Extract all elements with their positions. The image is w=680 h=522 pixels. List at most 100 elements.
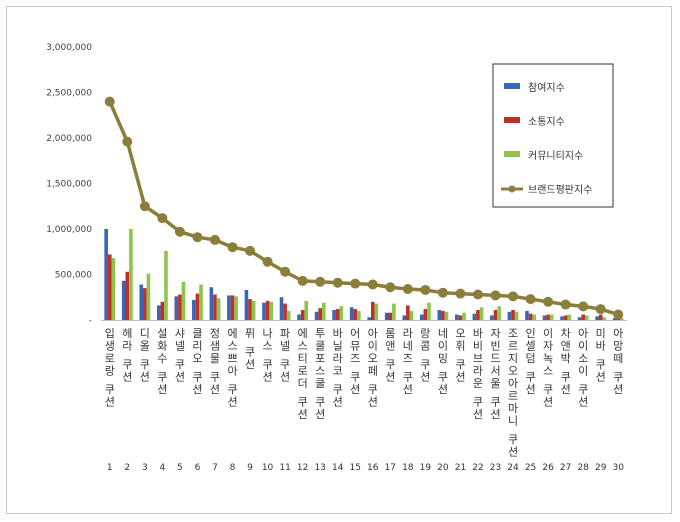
bar-2-16 <box>370 301 375 320</box>
bar-2-24 <box>511 309 515 320</box>
bar-2-7 <box>213 294 217 320</box>
bar-2-14 <box>335 309 340 320</box>
legend-swatch-2 <box>504 117 520 123</box>
bar-3-23 <box>497 306 501 320</box>
chart-frame: - 500,000 1,000,000 1,500,000 2,000,000 2,500… <box>6 6 672 514</box>
x-rank-label: 3 <box>142 463 148 473</box>
bar-1-23 <box>490 315 494 320</box>
bar-1-4 <box>156 305 161 320</box>
bar-1-16 <box>367 317 371 320</box>
bar-1-14 <box>332 309 336 320</box>
bar-3-3 <box>146 273 151 320</box>
x-rank-label: 24 <box>507 463 519 473</box>
bar-1-19 <box>419 314 424 320</box>
bar-2-28 <box>581 314 585 320</box>
line-point-29 <box>595 304 606 315</box>
x-rank-label: 20 <box>437 463 449 473</box>
bar-3-11 <box>286 310 291 320</box>
line-point-23 <box>490 290 501 301</box>
line-point-15 <box>350 278 361 289</box>
x-rank-label: 26 <box>542 463 554 473</box>
line-point-24 <box>508 291 519 302</box>
x-rank-label: 12 <box>297 463 308 473</box>
line-point-9 <box>245 245 256 256</box>
x-rank-label: 21 <box>455 463 466 473</box>
legend-label-1: 참여지수 <box>528 82 565 94</box>
bar-2-15 <box>353 309 358 320</box>
bar-3-18 <box>409 310 414 320</box>
x-rank-label: 23 <box>490 463 501 473</box>
line-point-20 <box>437 287 448 298</box>
x-rank-label: 28 <box>577 463 589 473</box>
bar-1-9 <box>244 289 249 320</box>
bar-2-5 <box>178 294 182 320</box>
bar-1-8 <box>227 295 231 320</box>
legend-swatch-1 <box>504 83 520 89</box>
x-rank-label: 8 <box>230 463 236 473</box>
x-rank-label: 6 <box>195 463 201 473</box>
bar-3-1 <box>111 258 116 320</box>
x-rank-label: 19 <box>420 463 432 473</box>
x-rank-label: 5 <box>177 463 183 473</box>
y-tick-label: 2,500,000 <box>46 89 92 99</box>
bar-3-24 <box>514 311 519 320</box>
x-rank-label: 10 <box>262 463 274 473</box>
bar-3-2 <box>129 229 133 320</box>
x-rank-label: 11 <box>279 463 290 473</box>
bar-1-7 <box>209 287 214 320</box>
legend-label-4: 브랜드평판지수 <box>528 184 592 196</box>
legend-swatch-marker <box>508 185 516 193</box>
bar-1-21 <box>455 314 459 320</box>
bar-1-20 <box>437 309 442 320</box>
bar-1-27 <box>560 316 564 320</box>
y-axis: - 500,000 1,000,000 1,500,000 2,000,000 2,500… <box>46 43 92 326</box>
bar-1-13 <box>314 311 319 320</box>
legend-label-2: 소통지수 <box>528 116 565 128</box>
line-point-3 <box>139 201 150 212</box>
brand-reputation-chart: - 500,000 1,000,000 1,500,000 2,000,000 2,500… <box>46 43 627 473</box>
line-layer <box>104 96 624 320</box>
line-point-12 <box>297 275 308 286</box>
line-point-11 <box>280 266 291 277</box>
bar-2-26 <box>546 314 550 320</box>
bar-1-5 <box>174 296 179 320</box>
x-rank-label: 7 <box>212 463 218 473</box>
x-rank-label: 30 <box>613 463 625 473</box>
line-point-6 <box>192 232 203 243</box>
bar-2-12 <box>300 309 305 320</box>
line-point-4 <box>157 213 168 224</box>
bar-1-29 <box>595 316 599 320</box>
bar-2-29 <box>598 314 603 320</box>
bar-1-6 <box>192 299 196 320</box>
x-rank-label: 4 <box>159 463 165 473</box>
line-point-8 <box>227 242 238 253</box>
x-rank-label: 29 <box>595 463 607 473</box>
bar-1-15 <box>349 307 354 320</box>
bar-1-12 <box>297 314 301 320</box>
bar-3-29 <box>602 317 607 320</box>
legend-label-3: 커뮤니티지수 <box>528 150 583 162</box>
bar-1-28 <box>577 317 582 320</box>
bar-2-23 <box>493 309 498 320</box>
x-rank-label: 18 <box>402 463 414 473</box>
bar-3-30 <box>620 318 624 320</box>
bars-layer <box>104 229 624 320</box>
bar-3-13 <box>321 302 326 320</box>
line-point-16 <box>367 279 378 290</box>
bar-2-10 <box>265 300 270 320</box>
